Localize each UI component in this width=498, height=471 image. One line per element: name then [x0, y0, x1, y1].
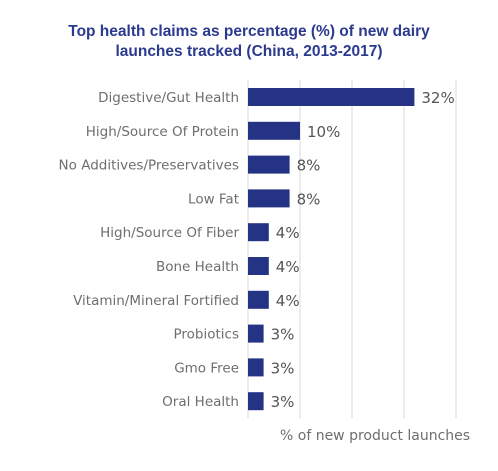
- category-label: High/Source Of Fiber: [100, 225, 239, 241]
- category-label: Bone Health: [156, 259, 239, 275]
- chart-title-line-1: Top health claims as percentage (%) of n…: [68, 23, 430, 40]
- category-label: Low Fat: [188, 191, 239, 207]
- value-label: 4%: [276, 292, 300, 310]
- value-label: 10%: [307, 123, 340, 141]
- x-axis-label: % of new product launches: [280, 428, 471, 444]
- value-label: 8%: [297, 157, 321, 175]
- bar: [248, 324, 264, 343]
- bar: [248, 392, 264, 411]
- bar: [248, 223, 269, 242]
- bar: [248, 121, 300, 140]
- bar: [248, 290, 269, 309]
- value-label: 3%: [271, 393, 295, 411]
- category-label: High/Source Of Protein: [86, 124, 239, 140]
- category-label: Vitamin/Mineral Fortified: [73, 293, 239, 309]
- category-label: Oral Health: [162, 394, 239, 410]
- chart-title: Top health claims as percentage (%) of n…: [0, 22, 498, 62]
- value-label: 3%: [271, 359, 295, 377]
- category-label: Gmo Free: [174, 360, 239, 376]
- value-label: 32%: [421, 89, 454, 107]
- bar: [248, 88, 415, 106]
- value-label: 4%: [276, 258, 300, 276]
- value-label: 4%: [276, 224, 300, 242]
- bar: [248, 358, 264, 377]
- category-label: Digestive/Gut Health: [98, 90, 239, 106]
- value-label: 3%: [271, 326, 295, 344]
- bar: [248, 155, 290, 174]
- value-label: 8%: [297, 190, 321, 208]
- category-label: No Additives/Preservatives: [59, 158, 239, 174]
- bar: [248, 189, 290, 208]
- bar: [248, 257, 269, 275]
- category-label: Probiotics: [174, 327, 240, 343]
- chart-title-line-2: launches tracked (China, 2013-2017): [115, 43, 383, 60]
